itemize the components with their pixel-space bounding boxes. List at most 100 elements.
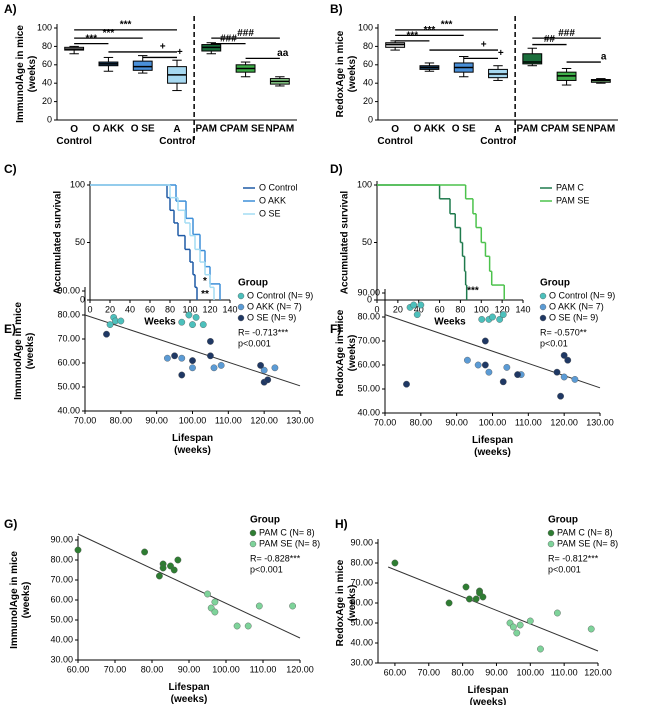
significance-label: a [601, 52, 607, 63]
point [537, 645, 544, 653]
point [479, 593, 487, 601]
y-tick-label: 100 [70, 179, 85, 189]
panel-label: C) [4, 162, 17, 176]
significance-label: *** [467, 285, 479, 296]
significance-label: *** [441, 19, 453, 30]
x-axis-label: Weeks [434, 317, 466, 328]
x-tick-label: 120 [495, 304, 510, 314]
stat-label: R= -0.713*** [238, 327, 289, 337]
y-axis-label: RedoxAge in mice(weeks) [335, 30, 358, 117]
legend-swatch [539, 292, 547, 300]
panel-label: H) [335, 517, 348, 531]
y-axis-label: ImmunolAge in mice(weeks) [9, 551, 32, 649]
y-tick-label: 20 [363, 96, 373, 106]
box [522, 53, 543, 65]
point [472, 595, 480, 603]
x-tick-label: 90.00 [485, 667, 508, 677]
y-tick-label: 80.00 [57, 309, 80, 319]
y-tick-label: 40.00 [57, 405, 80, 415]
point [503, 363, 511, 371]
legend-title: Group [540, 278, 570, 289]
legend-swatch [539, 314, 547, 322]
x-tick-label: O SE [131, 124, 155, 135]
y-tick-label: 0 [47, 114, 52, 124]
legend-swatch [237, 303, 245, 311]
point [117, 317, 125, 325]
x-tick-label: 140 [222, 304, 237, 314]
significance-label: *** [120, 19, 132, 30]
trendline [84, 314, 301, 387]
x-tick-label: 80 [455, 304, 465, 314]
point [516, 621, 524, 629]
x-tick-label: 20 [105, 304, 115, 314]
legend-title: Group [548, 515, 578, 526]
x-tick-label: PAM SE [227, 124, 265, 135]
x-tick-label: 130.00 [286, 415, 314, 425]
y-tick-label: 40.00 [350, 637, 373, 647]
x-tick-label: PAM C [196, 124, 227, 135]
point [260, 366, 268, 374]
significance-label: *** [103, 28, 115, 39]
y-tick-label: 40 [42, 78, 52, 88]
point [413, 311, 421, 318]
y-tick-label: 0 [80, 294, 85, 304]
y-axis-label: RedoxAge in mice(weeks) [335, 309, 358, 396]
x-tick-label: 90.00 [145, 415, 168, 425]
point [210, 364, 218, 372]
point [499, 378, 507, 386]
y-tick-label: 90.00 [357, 287, 380, 297]
x-axis-label: Lifespan (weeks) [467, 685, 508, 705]
point [178, 371, 186, 379]
point [481, 337, 489, 345]
x-tick-label: A Control [159, 124, 195, 147]
point [207, 352, 214, 360]
point [233, 622, 241, 630]
y-axis-label: ImmunolAge in mice(weeks) [13, 302, 36, 400]
x-tick-label: 80.00 [451, 667, 474, 677]
legend-label: O Control (N= 9) [549, 290, 615, 300]
x-tick-label: 110.00 [515, 417, 542, 427]
legend-label: PAM C (N= 8) [557, 527, 613, 537]
point [185, 311, 193, 319]
point [199, 321, 207, 328]
legend-label: O AKK [259, 195, 286, 205]
legend-swatch [249, 540, 257, 548]
trendline [387, 566, 599, 652]
legend-label: O AKK (N= 7) [247, 301, 302, 311]
x-tick-label: 130.00 [586, 417, 614, 427]
x-axis-label: Weeks [144, 317, 176, 328]
x-axis-label: Lifespan (weeks) [172, 433, 213, 456]
point [155, 572, 163, 580]
point [496, 315, 504, 323]
legend-label: PAM C (N= 8) [259, 527, 315, 537]
panel-label: G) [4, 517, 17, 531]
point [192, 313, 200, 321]
x-tick-label: 120.00 [550, 417, 578, 427]
x-tick-label: PAM SE [548, 124, 586, 135]
legend-label: PAM SE [556, 195, 589, 205]
stat-label: R= -0.812*** [548, 553, 599, 563]
x-tick-label: 100.00 [517, 667, 545, 677]
stat-label: p<0.001 [548, 564, 581, 574]
point [571, 375, 579, 383]
point [255, 602, 263, 610]
x-tick-label: 120.00 [250, 415, 278, 425]
x-tick-label: 40 [125, 304, 135, 314]
point [557, 392, 564, 400]
stat-label: p<0.01 [540, 338, 568, 348]
point [106, 321, 114, 328]
y-tick-label: 0 [367, 294, 372, 304]
box [132, 60, 153, 71]
x-tick-label: 20 [393, 304, 403, 314]
point [271, 364, 279, 372]
y-axis-label: RedoxAge in mice(weeks) [335, 559, 358, 646]
point [465, 595, 473, 603]
y-axis-label: ImmunolAge in mice(weeks) [15, 25, 38, 123]
y-tick-label: 80.00 [357, 311, 380, 321]
y-tick-label: 80.00 [50, 554, 73, 564]
point [464, 356, 471, 364]
legend-swatch [237, 314, 245, 322]
stat-label: R= -0.570** [540, 327, 587, 337]
point [564, 356, 572, 364]
point [207, 337, 214, 345]
